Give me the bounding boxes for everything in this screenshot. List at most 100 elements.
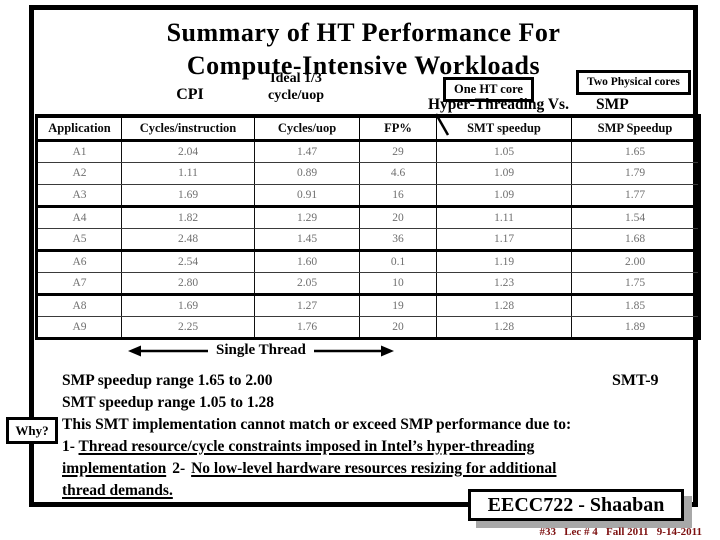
reason-intro: This SMT implementation cannot match or … <box>62 416 572 433</box>
two-physical-cores-callout: Two Physical cores <box>576 70 691 95</box>
ideal-cycle-line2: cycle/uop <box>268 88 324 103</box>
value-cell: 2.25 <box>121 315 255 339</box>
reason-1-prefix: 1- <box>62 438 79 455</box>
column-header: FP% <box>359 115 437 142</box>
value-cell: 2.04 <box>121 139 255 163</box>
value-cell: 0.91 <box>254 183 360 208</box>
application-cell: A4 <box>36 205 122 229</box>
slide-title: Summary of HT Performance For Compute-In… <box>34 10 693 82</box>
value-cell: 1.82 <box>121 205 255 229</box>
reason-2-line: implementation 2- No low-level hardware re… <box>62 458 662 480</box>
reason-1-text: Thread resource/cycle constraints impose… <box>78 438 535 455</box>
value-cell: 0.1 <box>359 249 437 273</box>
table-row: A9 2.25 1.76 20 1.28 1.89 <box>36 315 700 339</box>
table-row: A5 2.48 1.45 36 1.17 1.68 <box>36 227 700 252</box>
value-cell: 1.76 <box>254 315 360 339</box>
reason-2-part3: thread demands. <box>62 482 173 499</box>
course-footer-box: EECC722 - Shaaban <box>468 489 684 521</box>
value-cell: 1.45 <box>254 227 360 252</box>
value-cell: 16 <box>359 183 437 208</box>
value-cell: 1.23 <box>436 271 572 296</box>
application-cell: A3 <box>36 183 122 208</box>
smp-speedup-range: SMP speedup range 1.65 to 2.00 <box>62 372 273 389</box>
reason-2-separator: 2- <box>172 460 186 477</box>
table-row: A7 2.80 2.05 10 1.23 1.75 <box>36 271 700 296</box>
reason-2-part2: No low-level hardware resources resizing… <box>191 460 557 477</box>
value-cell: 1.77 <box>571 183 700 208</box>
value-cell: 1.19 <box>436 249 572 273</box>
value-cell: 1.65 <box>571 139 700 163</box>
value-cell: 1.54 <box>571 205 700 229</box>
value-cell: 1.05 <box>436 139 572 163</box>
application-cell: A6 <box>36 249 122 273</box>
table-row: A6 2.54 1.60 0.1 1.19 2.00 <box>36 249 700 273</box>
value-cell: 2.48 <box>121 227 255 252</box>
value-cell: 1.85 <box>571 293 700 317</box>
cpi-label: CPI <box>176 86 204 103</box>
ideal-cycle-line1: Ideal 1/3 <box>270 71 322 86</box>
value-cell: 1.75 <box>571 271 700 296</box>
smt-speedup-range: SMT speedup range 1.05 to 1.28 <box>62 394 274 411</box>
table-row: A8 1.69 1.27 19 1.28 1.85 <box>36 293 700 317</box>
arrow-left-icon <box>128 345 208 356</box>
value-cell: 19 <box>359 293 437 317</box>
value-cell: 36 <box>359 227 437 252</box>
smt9-slide-tag: SMT-9 <box>612 372 659 389</box>
value-cell: 0.89 <box>254 161 360 185</box>
performance-table: Application Cycles/instruction Cycles/uop F… <box>35 114 701 340</box>
value-cell: 2.00 <box>571 249 700 273</box>
application-cell: A1 <box>36 139 122 163</box>
value-cell: 1.60 <box>254 249 360 273</box>
value-cell: 20 <box>359 205 437 229</box>
value-cell: 2.80 <box>121 271 255 296</box>
value-cell: 1.11 <box>436 205 572 229</box>
slide-title-line1: Summary of HT Performance For <box>166 18 561 47</box>
why-callout-box: Why? <box>6 417 58 444</box>
value-cell: 1.28 <box>436 293 572 317</box>
value-cell: 20 <box>359 315 437 339</box>
table-row: A1 2.04 1.47 29 1.05 1.65 <box>36 139 700 163</box>
column-header: Cycles/uop <box>254 115 360 142</box>
value-cell: 29 <box>359 139 437 163</box>
application-cell: A5 <box>36 227 122 252</box>
application-cell: A2 <box>36 161 122 185</box>
column-header: Application <box>36 115 122 142</box>
value-cell: 2.54 <box>121 249 255 273</box>
smp-label: SMP <box>596 96 629 113</box>
value-cell: 1.69 <box>121 183 255 208</box>
table-row: A2 1.11 0.89 4.6 1.09 1.79 <box>36 161 700 185</box>
value-cell: 1.79 <box>571 161 700 185</box>
notes-block: SMP speedup range 1.65 to 2.00 SMT speed… <box>62 370 662 502</box>
single-thread-label: Single Thread <box>216 342 306 358</box>
value-cell: 1.28 <box>436 315 572 339</box>
lecture-footer-details: #33 Lec # 4 Fall 2011 9-14-2011 <box>539 526 702 538</box>
value-cell: 1.89 <box>571 315 700 339</box>
table-row: A4 1.82 1.29 20 1.11 1.54 <box>36 205 700 229</box>
table-row: A3 1.69 0.91 16 1.09 1.77 <box>36 183 700 208</box>
table-body: A1 2.04 1.47 29 1.05 1.65 A2 1.11 0.89 4.6 1.09 1.7… <box>36 139 700 339</box>
value-cell: 1.68 <box>571 227 700 252</box>
column-header: SMP Speedup <box>571 115 700 142</box>
application-cell: A9 <box>36 315 122 339</box>
value-cell: 1.47 <box>254 139 360 163</box>
value-cell: 1.11 <box>121 161 255 185</box>
value-cell: 1.29 <box>254 205 360 229</box>
table-header-row: Application Cycles/instruction Cycles/uop F… <box>36 115 700 142</box>
reason-1-line: 1- Thread resource/cycle constraints imp… <box>62 436 662 458</box>
value-cell: 10 <box>359 271 437 296</box>
reason-2-continuation: thread demands. <box>62 480 662 502</box>
value-cell: 1.09 <box>436 161 572 185</box>
single-thread-callout: Single Thread <box>128 342 394 359</box>
slide-title-line2: Compute-Intensive Workloads <box>186 51 541 80</box>
value-cell: 1.69 <box>121 293 255 317</box>
value-cell: 1.09 <box>436 183 572 208</box>
ideal-cycle-label: Ideal 1/3 cycle/uop <box>248 70 344 104</box>
value-cell: 1.27 <box>254 293 360 317</box>
column-header: Cycles/instruction <box>121 115 255 142</box>
one-ht-core-callout: One HT core <box>443 77 534 102</box>
value-cell: 2.05 <box>254 271 360 296</box>
column-header: SMT speedup <box>436 115 572 142</box>
application-cell: A7 <box>36 271 122 296</box>
hyper-threading-vs-label: Hyper-Threading Vs. <box>428 96 569 113</box>
